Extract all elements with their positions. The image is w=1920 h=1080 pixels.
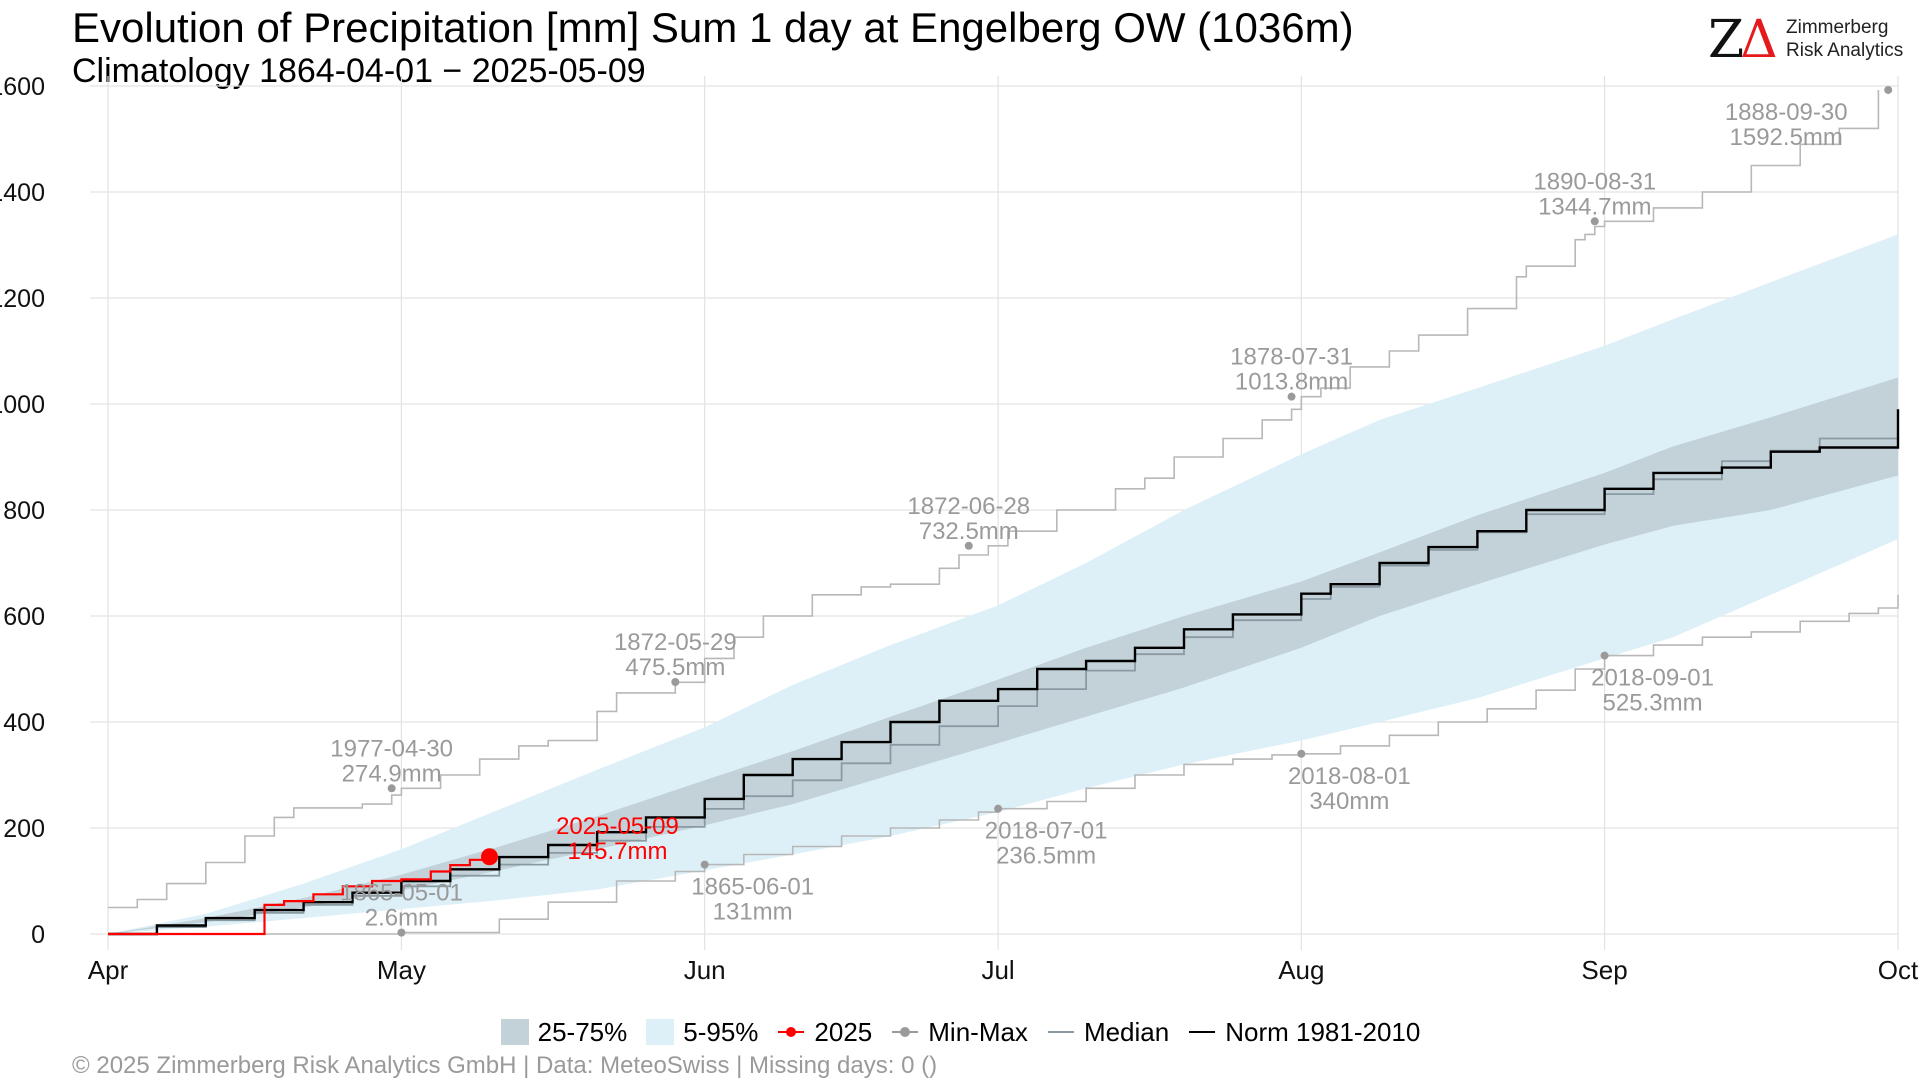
extreme-point-9 — [1297, 749, 1306, 758]
extreme-point-3 — [1287, 392, 1296, 401]
y-tick-label: 400 — [3, 709, 45, 737]
extreme-point-7 — [700, 860, 709, 869]
y-tick-label: 1200 — [0, 285, 45, 313]
series-line-norm-1981-2010 — [108, 409, 1900, 936]
logo-mark-icon: ZΔ — [1708, 10, 1778, 70]
extreme-point-2 — [964, 541, 973, 550]
extreme-point-4 — [1590, 217, 1599, 226]
legend-label-iqr: 25-75% — [537, 1016, 628, 1047]
annotation-value-3: 1013.8mm — [1235, 369, 1348, 396]
legend-key-iqr — [500, 1018, 530, 1046]
x-tick-label-aug: Aug — [1278, 955, 1324, 985]
annotation-value-2: 732.5mm — [919, 518, 1019, 545]
legend-label-minmax: Min-Max — [928, 1016, 1028, 1047]
extreme-point-8 — [994, 804, 1003, 813]
y-tick-label: 800 — [3, 497, 45, 525]
extreme-point-6 — [397, 928, 406, 937]
legend-item-current: 2025 — [776, 1017, 872, 1048]
logo-text: Zimmerberg Risk Analytics — [1786, 16, 1903, 62]
annotation-date-11: 2025-05-09 — [556, 813, 679, 840]
band-25-75 — [108, 377, 1898, 934]
footer-credits: © 2025 Zimmerberg Risk Analytics GmbH | … — [72, 1052, 938, 1079]
legend-key-median — [1046, 1018, 1076, 1046]
legend-label-p5-95: 5-95% — [683, 1016, 759, 1047]
x-tick-label-jun: Jun — [684, 955, 726, 985]
legend-key-minmax — [890, 1018, 920, 1046]
band-5-95 — [108, 234, 1898, 934]
series-line-max — [108, 90, 1880, 909]
series-lines — [108, 90, 1900, 936]
annotation-value-8: 236.5mm — [996, 843, 1096, 870]
annotation-date-6: 1865-05-01 — [340, 880, 463, 907]
legend-key-norm — [1187, 1018, 1217, 1046]
annotation-date-1: 1872-05-29 — [614, 629, 737, 656]
legend-item-p5-95: 5-95% — [645, 1017, 758, 1048]
legend-item-minmax: Min-Max — [890, 1017, 1028, 1048]
series-line-2025 — [108, 856, 491, 936]
chart-title: Evolution of Precipitation [mm] Sum 1 da… — [72, 4, 1354, 51]
annotation-value-6: 2.6mm — [365, 905, 438, 932]
logo-line-1: Zimmerberg — [1786, 17, 1889, 38]
legend-label-norm: Norm 1981-2010 — [1225, 1016, 1421, 1047]
legend-key-p5-95 — [645, 1018, 675, 1046]
annotation-date-8: 2018-07-01 — [985, 818, 1108, 845]
extreme-point-5 — [1884, 85, 1893, 94]
y-tick-label: 1400 — [0, 179, 45, 207]
company-logo: ZΔ Zimmerberg Risk Analytics — [1708, 10, 1908, 70]
annotation-value-0: 274.9mm — [342, 760, 442, 787]
logo-line-2: Risk Analytics — [1786, 40, 1904, 61]
annotation-date-4: 1890-08-31 — [1533, 168, 1656, 195]
y-tick-label: 0 — [31, 921, 45, 949]
annotation-value-1: 475.5mm — [625, 654, 725, 681]
chart-legend: 25-75% 5-95% 2025 Min-Max Median Norm 19… — [0, 1012, 1920, 1052]
y-tick-label: 1000 — [0, 391, 45, 419]
x-tick-label-may: May — [377, 955, 426, 985]
annotation-date-5: 1888-09-30 — [1725, 99, 1848, 126]
precipitation-chart: 0 200 400 600 800 1000 1200 1400 1600 Apr May Jun Ju… — [0, 73, 1919, 985]
annotation-date-0: 1977-04-30 — [330, 735, 453, 762]
y-tick-label: 200 — [3, 815, 45, 843]
legend-item-norm: Norm 1981-2010 — [1187, 1017, 1420, 1048]
annotation-date-9: 2018-08-01 — [1288, 763, 1411, 790]
legend-item-median: Median — [1046, 1017, 1169, 1048]
extreme-point-1 — [671, 677, 680, 686]
percentile-bands — [108, 234, 1898, 934]
extreme-point-10 — [1600, 651, 1609, 660]
annotation-date-2: 1872-06-28 — [907, 493, 1030, 520]
annotation-value-11: 145.7mm — [567, 838, 667, 865]
legend-key-current — [776, 1018, 806, 1046]
x-tick-label-sep: Sep — [1581, 955, 1627, 985]
axis-labels: 0 200 400 600 800 1000 1200 1400 1600 Apr May Jun Ju… — [0, 73, 1919, 985]
y-tick-label: 1600 — [0, 73, 45, 101]
legend-item-iqr: 25-75% — [500, 1016, 628, 1048]
extreme-point-0 — [387, 784, 396, 793]
annotation-date-7: 1865-06-01 — [691, 874, 814, 901]
chart-subtitle: Climatology 1864-04-01 − 2025-05-09 — [72, 52, 646, 90]
annotation-value-10: 525.3mm — [1603, 690, 1703, 717]
legend-label-current: 2025 — [814, 1016, 873, 1047]
x-tick-label-apr: Apr — [88, 955, 129, 985]
annotation-value-9: 340mm — [1309, 788, 1389, 815]
y-tick-label: 600 — [3, 603, 45, 631]
annotation-value-4: 1344.7mm — [1538, 193, 1651, 220]
x-tick-label-oct: Oct — [1878, 955, 1919, 985]
annotation-date-3: 1878-07-31 — [1230, 344, 1353, 371]
annotation-value-5: 1592.5mm — [1730, 124, 1843, 151]
annotation-date-10: 2018-09-01 — [1591, 665, 1714, 692]
legend-label-median: Median — [1083, 1016, 1170, 1047]
annotation-value-7: 131mm — [713, 899, 793, 926]
series-line-min — [108, 594, 1899, 935]
current-value-point — [480, 848, 498, 866]
x-tick-label-jul: Jul — [981, 955, 1014, 985]
